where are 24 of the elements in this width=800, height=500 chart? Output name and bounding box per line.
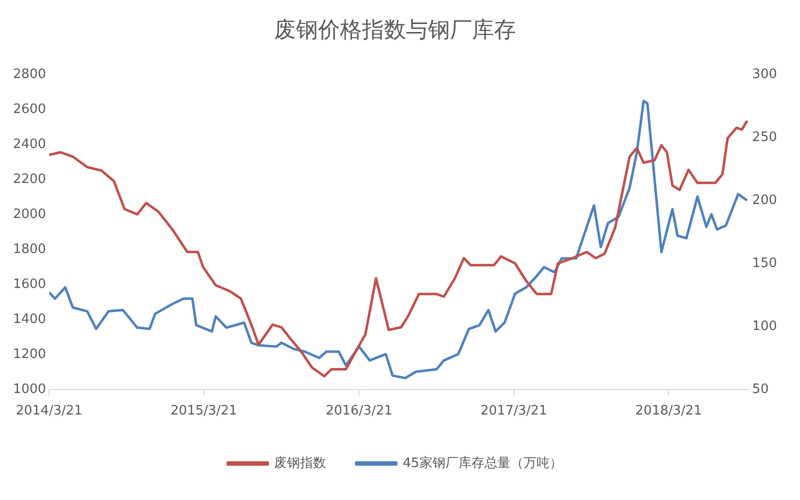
y2-tick-label: 100 bbox=[752, 318, 778, 334]
chart-title: 废钢价格指数与钢厂库存 bbox=[274, 18, 516, 43]
x-tick-label: 2018/3/21 bbox=[635, 404, 702, 419]
x-tick-label: 2017/3/21 bbox=[480, 404, 548, 419]
y-tick-label: 1800 bbox=[12, 242, 46, 257]
x-tick-label: 2014/3/21 bbox=[16, 404, 82, 419]
y2-tick-label: 300 bbox=[752, 66, 778, 82]
y-tick-label: 2400 bbox=[12, 136, 46, 152]
y-tick-label: 1200 bbox=[12, 346, 46, 362]
y-tick-label: 2800 bbox=[12, 66, 46, 82]
y-tick-label: 2600 bbox=[12, 102, 46, 117]
legend-label: 废钢指数 bbox=[274, 456, 326, 471]
y2-tick-label: 250 bbox=[752, 130, 778, 145]
y2-tick-label: 200 bbox=[752, 192, 778, 208]
y-tick-label: 2200 bbox=[12, 172, 46, 187]
legend-label: 45家钢厂库存总量（万吨） bbox=[402, 454, 562, 471]
y-tick-label: 2000 bbox=[12, 206, 46, 222]
y2-tick-label: 50 bbox=[752, 382, 769, 397]
y2-tick-label: 150 bbox=[752, 256, 778, 271]
x-tick-label: 2015/3/21 bbox=[170, 404, 238, 419]
y-tick-label: 1000 bbox=[12, 382, 46, 397]
x-tick-label: 2016/3/21 bbox=[326, 404, 392, 419]
y-tick-label: 1400 bbox=[12, 312, 46, 327]
y-tick-label: 1600 bbox=[12, 276, 46, 292]
